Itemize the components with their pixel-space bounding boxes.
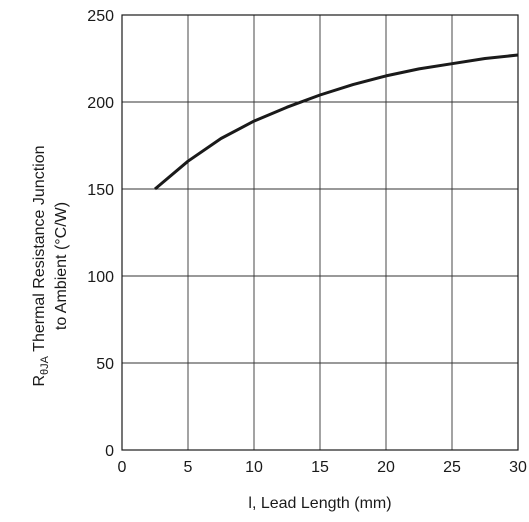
y-axis-label-line1: Thermal Resistance Junction: [31, 146, 48, 352]
x-tick-label: 10: [245, 459, 263, 476]
y-tick-label: 0: [105, 443, 114, 460]
x-tick-label: 0: [118, 459, 127, 476]
y-axis-label: RθJA Thermal Resistance Junction to Ambi…: [31, 146, 70, 387]
y-tick-label: 250: [87, 8, 114, 25]
x-tick-label: 15: [311, 459, 329, 476]
y-axis-label-line2: to Ambient (°C/W): [53, 202, 70, 330]
y-axis-subscript: θJA: [39, 355, 51, 375]
x-tick-label: 5: [184, 459, 193, 476]
x-axis-label: l, Lead Length (mm): [248, 495, 391, 512]
x-tick-label: 25: [443, 459, 461, 476]
plot-frame: [121, 14, 519, 451]
y-tick-label: 50: [96, 356, 114, 373]
series-group: [154, 53, 519, 191]
x-tick-labels: 0 5 10 15 20 25 30: [118, 459, 527, 476]
y-tick-label: 200: [87, 95, 114, 112]
svg-text:RθJA Thermal Resistance Junct: RθJA Thermal Resistance Junction: [31, 146, 51, 387]
y-tick-label: 100: [87, 269, 114, 286]
series-line: [154, 53, 519, 191]
y-tick-labels: 0 50 100 150 200 250: [87, 8, 114, 460]
y-axis-symbol: R: [31, 375, 48, 387]
y-tick-label: 150: [87, 182, 114, 199]
x-tick-label: 20: [377, 459, 395, 476]
x-tick-label: 30: [509, 459, 527, 476]
grid-lines: [121, 14, 519, 451]
